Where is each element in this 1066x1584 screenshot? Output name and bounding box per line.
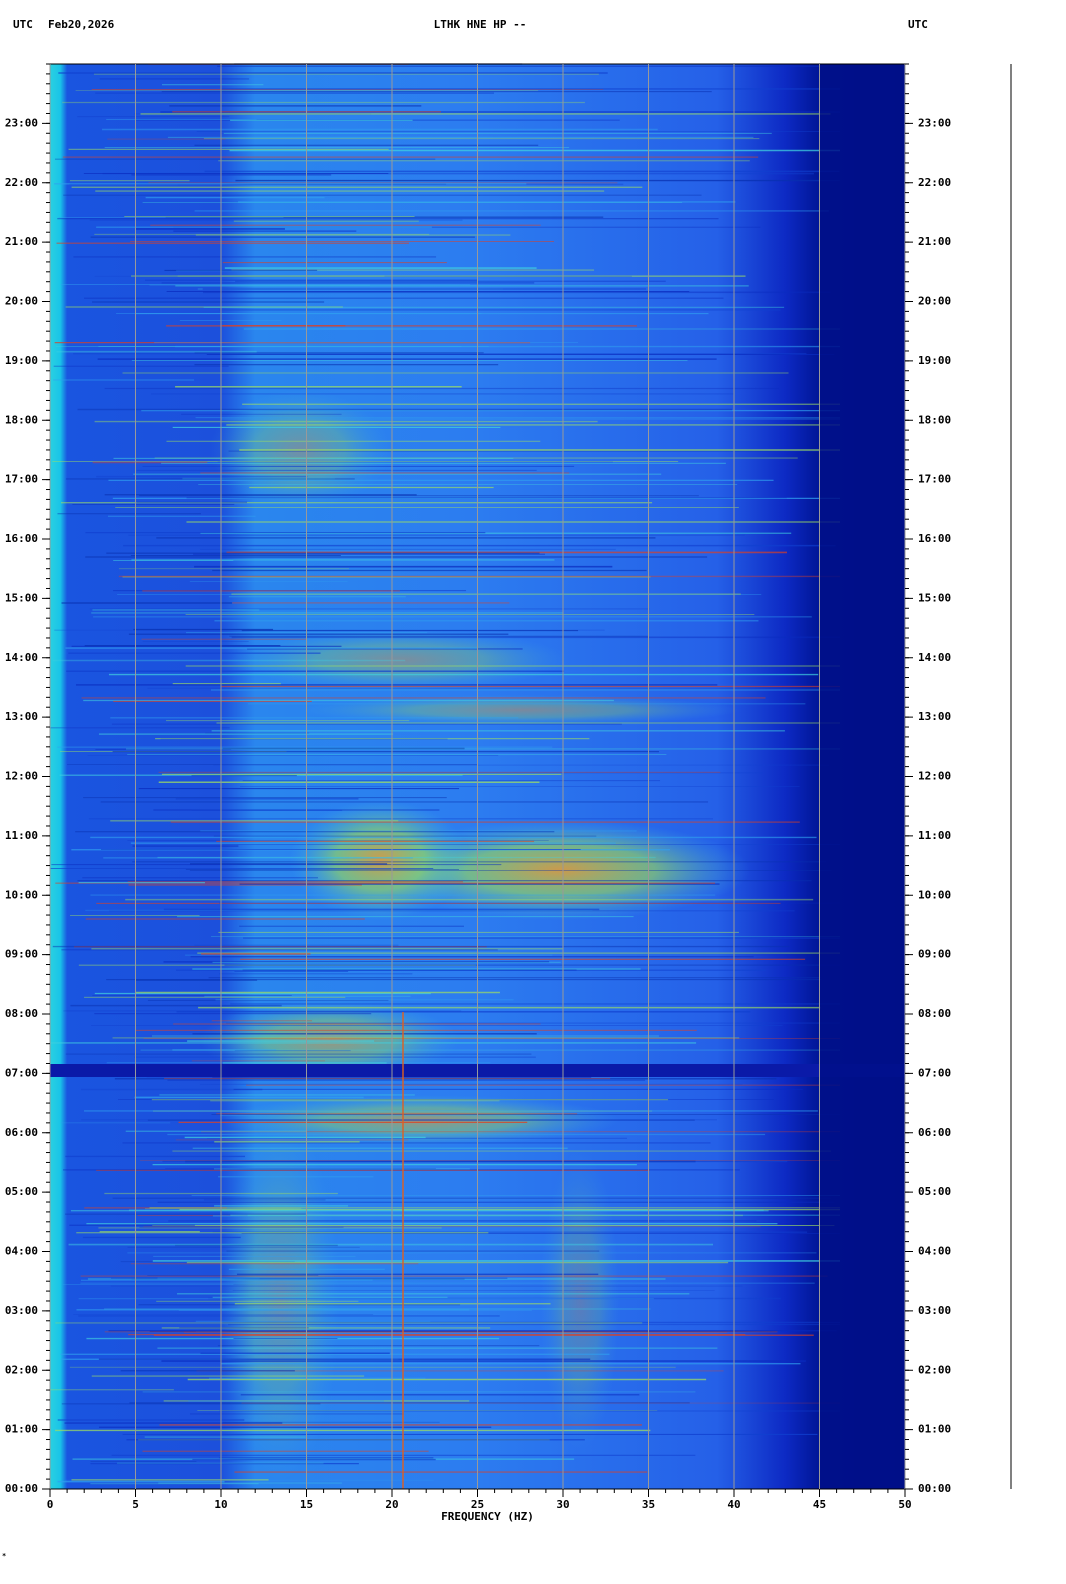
- y-tick-label-right: 16:00: [918, 532, 951, 545]
- y-tick-label-left: 06:00: [5, 1126, 38, 1139]
- y-tick-label-left: 01:00: [5, 1423, 38, 1436]
- x-tick-label: 45: [813, 1498, 826, 1511]
- y-tick-label-right: 06:00: [918, 1126, 951, 1139]
- energy-patch: [220, 1120, 340, 1480]
- timezone-left: UTC: [13, 18, 33, 31]
- y-tick-label-left: 03:00: [5, 1304, 38, 1317]
- y-tick-label-right: 13:00: [918, 710, 951, 723]
- y-tick-label-left: 10:00: [5, 888, 38, 901]
- energy-patch: [200, 1000, 460, 1080]
- y-tick-label-left: 13:00: [5, 710, 38, 723]
- x-tick-label: 30: [556, 1498, 569, 1511]
- y-tick-label-left: 07:00: [5, 1066, 38, 1079]
- y-tick-label-left: 23:00: [5, 116, 38, 129]
- y-tick-label-right: 10:00: [918, 888, 951, 901]
- y-tick-label-right: 22:00: [918, 176, 951, 189]
- x-axis-label: FREQUENCY (HZ): [441, 1510, 534, 1523]
- y-tick-label-right: 19:00: [918, 354, 951, 367]
- energy-patch: [540, 1150, 620, 1450]
- y-tick-label-right: 09:00: [918, 948, 951, 961]
- y-tick-label-right: 15:00: [918, 591, 951, 604]
- y-tick-label-right: 03:00: [918, 1304, 951, 1317]
- x-tick-label: 15: [300, 1498, 313, 1511]
- y-tick-label-right: 02:00: [918, 1363, 951, 1376]
- y-tick-label-left: 08:00: [5, 1007, 38, 1020]
- y-tick-label-left: 11:00: [5, 829, 38, 842]
- y-tick-label-left: 22:00: [5, 176, 38, 189]
- y-tick-label-left: 02:00: [5, 1363, 38, 1376]
- corner-mark: *: [2, 1552, 6, 1560]
- y-tick-label-left: 12:00: [5, 770, 38, 783]
- x-tick-label: 10: [214, 1498, 227, 1511]
- date: Feb20,2026: [48, 18, 115, 31]
- band-cover: [819, 64, 905, 1489]
- y-tick-label-left: 16:00: [5, 532, 38, 545]
- y-tick-label-right: 21:00: [918, 235, 951, 248]
- y-tick-label-left: 20:00: [5, 295, 38, 308]
- y-tick-label-left: 19:00: [5, 354, 38, 367]
- y-tick-label-right: 07:00: [918, 1066, 951, 1079]
- x-tick-label: 35: [642, 1498, 655, 1511]
- x-tick-label: 20: [385, 1498, 398, 1511]
- y-tick-label-left: 21:00: [5, 235, 38, 248]
- y-tick-label-right: 01:00: [918, 1423, 951, 1436]
- y-tick-label-left: 17:00: [5, 473, 38, 486]
- y-tick-label-right: 14:00: [918, 651, 951, 664]
- y-tick-label-right: 08:00: [918, 1007, 951, 1020]
- chart-title: LTHK HNE HP --: [434, 18, 527, 31]
- y-tick-label-left: 15:00: [5, 591, 38, 604]
- y-tick-label-left: 00:00: [5, 1482, 38, 1495]
- y-tick-label-right: 17:00: [918, 473, 951, 486]
- energy-patch: [290, 800, 470, 920]
- y-tick-label-right: 04:00: [918, 1245, 951, 1258]
- y-tick-label-right: 12:00: [918, 770, 951, 783]
- y-tick-label-right: 00:00: [918, 1482, 951, 1495]
- x-tick-label: 40: [727, 1498, 740, 1511]
- y-tick-label-left: 18:00: [5, 413, 38, 426]
- y-tick-label-left: 14:00: [5, 651, 38, 664]
- x-tick-label: 50: [898, 1498, 911, 1511]
- x-tick-label: 5: [132, 1498, 139, 1511]
- y-tick-label-left: 05:00: [5, 1185, 38, 1198]
- y-tick-label-right: 20:00: [918, 295, 951, 308]
- y-tick-label-right: 18:00: [918, 413, 951, 426]
- energy-patch: [300, 695, 740, 725]
- y-tick-label-right: 11:00: [918, 829, 951, 842]
- y-tick-label-left: 04:00: [5, 1245, 38, 1258]
- timezone-right: UTC: [908, 18, 928, 31]
- x-tick-label: 25: [471, 1498, 484, 1511]
- y-tick-label-right: 05:00: [918, 1185, 951, 1198]
- y-tick-label-right: 23:00: [918, 116, 951, 129]
- x-tick-label: 0: [47, 1498, 54, 1511]
- y-tick-label-left: 09:00: [5, 948, 38, 961]
